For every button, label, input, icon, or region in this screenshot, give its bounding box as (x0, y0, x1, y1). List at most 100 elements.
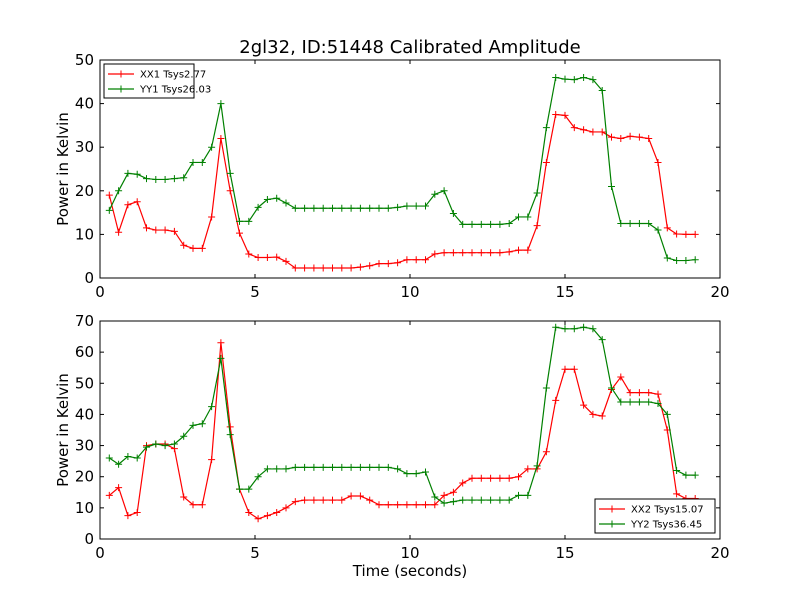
data-point (254, 515, 262, 523)
data-point (412, 470, 420, 478)
data-point (366, 204, 374, 212)
data-point (115, 228, 123, 236)
panel-2: 0 5 10 15 20 0 10 20 30 40 50 60 70 Power in Kelvin Ti… (54, 312, 730, 580)
y-tick-label: 40 (75, 405, 94, 423)
data-point (310, 463, 318, 471)
legend-box (594, 498, 716, 534)
data-point (635, 389, 643, 397)
data-point (570, 325, 578, 333)
data-point (468, 496, 476, 504)
data-point (552, 396, 560, 404)
data-point (515, 213, 522, 221)
data-point (449, 498, 457, 506)
x-axis-label: Time (seconds) (352, 562, 468, 580)
data-point (598, 412, 606, 420)
data-point (384, 501, 392, 509)
data-point (663, 410, 671, 418)
data-point (477, 249, 485, 257)
data-point (347, 463, 355, 471)
data-point (273, 509, 281, 517)
data-point (598, 128, 606, 136)
data-point (654, 390, 662, 398)
legend-marker (117, 70, 125, 78)
y-tick-label: 0 (84, 530, 94, 548)
data-point (161, 175, 169, 183)
data-point (384, 260, 392, 268)
data-point (412, 256, 420, 264)
legend-marker (117, 85, 125, 93)
legend-marker (608, 505, 616, 513)
data-point (645, 398, 653, 406)
data-point (440, 249, 448, 257)
data-point (338, 496, 346, 504)
data-point (217, 339, 225, 347)
data-point (487, 249, 495, 257)
data-point (468, 474, 476, 482)
series-line (108, 342, 696, 520)
data-point (254, 203, 262, 211)
data-point (691, 230, 699, 238)
data-point (449, 209, 457, 217)
data-point (403, 470, 411, 478)
data-point (273, 253, 281, 261)
data-point (356, 463, 364, 471)
data-point (626, 132, 634, 140)
data-point (412, 501, 420, 509)
data-point (356, 204, 364, 212)
data-point (496, 474, 504, 482)
data-point (394, 465, 402, 473)
data-point (645, 220, 653, 227)
data-point (291, 498, 299, 506)
data-point (589, 410, 597, 418)
data-point (570, 124, 578, 132)
data-point (515, 473, 522, 481)
data-point (226, 431, 234, 439)
data-point (561, 75, 569, 83)
data-point (608, 384, 615, 392)
data-point (542, 448, 550, 456)
data-point (459, 220, 467, 228)
data-point (338, 264, 346, 272)
data-point (291, 264, 299, 272)
y-tick-label: 30 (75, 437, 94, 455)
data-point (635, 133, 643, 141)
data-point (654, 400, 662, 408)
data-point (124, 169, 132, 177)
data-point (440, 499, 448, 507)
data-point (394, 501, 402, 509)
series-yy2 (105, 323, 699, 507)
data-point (263, 196, 271, 204)
data-point (384, 463, 392, 471)
data-point (468, 249, 476, 257)
data-point (663, 224, 671, 232)
y-tick-label: 50 (75, 374, 94, 392)
data-point (301, 496, 309, 504)
data-point (431, 493, 439, 501)
x-tick-label: 10 (400, 544, 419, 562)
data-point (310, 496, 318, 504)
legend-box (103, 63, 195, 99)
data-point (170, 227, 178, 235)
data-point (236, 229, 243, 237)
data-point (133, 509, 141, 517)
data-point (105, 454, 113, 462)
data-point (617, 398, 625, 406)
data-point (254, 254, 262, 262)
data-point (496, 496, 504, 504)
data-point (133, 198, 141, 206)
data-point (152, 440, 160, 448)
data-point (273, 465, 281, 473)
data-point (124, 201, 132, 209)
data-point (598, 87, 606, 95)
legend-label: YY1 Tsys26.03 (139, 85, 211, 96)
data-point (552, 73, 560, 81)
data-point (198, 420, 206, 428)
chart-title: 2gl32, ID:51448 Calibrated Amplitude (239, 37, 580, 58)
y-axis-label: Power in Kelvin (54, 373, 72, 487)
data-point (487, 220, 495, 228)
data-point (440, 187, 448, 195)
legend: XX2 Tsys15.07 YY2 Tsys36.45 (594, 498, 716, 534)
y-tick-label: 60 (75, 343, 94, 361)
x-tick-label: 15 (555, 283, 574, 301)
data-point (412, 202, 420, 210)
